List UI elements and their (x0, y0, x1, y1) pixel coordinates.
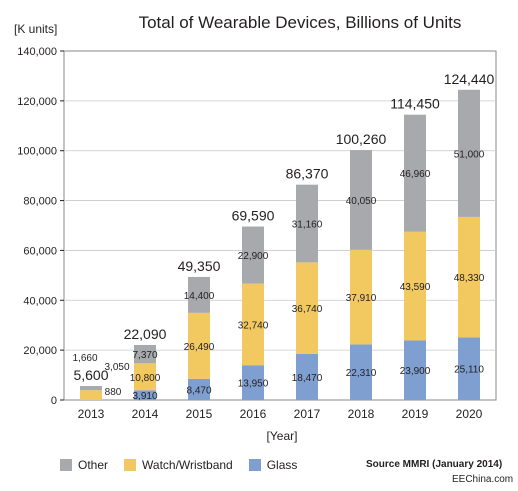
data-label: 14,400 (184, 291, 215, 302)
x-tick-label: 2019 (402, 407, 429, 421)
y-tick-label: 40,000 (23, 295, 57, 307)
bar-watch-wristband-2014 (134, 363, 156, 391)
x-tick-label: 2020 (456, 407, 483, 421)
legend: Other Watch/Wristband Glass (60, 458, 313, 472)
total-label: 69,590 (232, 208, 275, 224)
legend-swatch (248, 459, 261, 471)
legend-item-watch-wristband: Watch/Wristband (124, 458, 233, 472)
data-label: 37,910 (346, 293, 377, 304)
data-label: 880 (105, 387, 122, 398)
bar-watch-wristband-2013 (80, 390, 102, 400)
total-label: 124,440 (444, 71, 495, 87)
x-tick-label: 2014 (132, 407, 159, 421)
bar-watch-wristband-2015 (188, 312, 210, 379)
bar-other-2015 (188, 276, 210, 313)
x-tick-label: 2013 (78, 407, 105, 421)
data-label: 7,370 (132, 350, 157, 361)
bar-other-2020 (458, 89, 480, 217)
bar-other-2019 (404, 114, 426, 232)
data-label: 51,000 (454, 149, 485, 160)
bar-watch-wristband-2020 (458, 216, 480, 338)
data-label: 23,900 (400, 366, 431, 377)
data-label: 26,490 (184, 342, 215, 353)
bar-glass-2014 (134, 390, 156, 400)
data-label: 32,740 (238, 320, 269, 331)
legend-label: Watch/Wristband (142, 458, 233, 472)
bar-glass-2020 (458, 337, 480, 400)
data-label: 8,470 (186, 385, 211, 396)
legend-label: Glass (266, 458, 298, 472)
y-tick-label: 100,000 (17, 146, 57, 158)
plot-frame (63, 50, 497, 401)
watermark: EEChina.com (452, 474, 514, 485)
data-label: 31,160 (292, 220, 323, 231)
legend-item-glass: Glass (248, 458, 298, 472)
bar-other-2016 (242, 226, 264, 284)
data-label: 18,470 (292, 373, 323, 384)
bar-glass-2018 (350, 344, 372, 400)
data-label: 36,740 (292, 304, 323, 315)
x-tick-label: 2016 (240, 407, 267, 421)
data-label: 13,950 (238, 379, 269, 390)
data-label: 48,330 (454, 273, 485, 284)
y-tick-label: 140,000 (17, 46, 57, 58)
source-note: Source MMRI (January 2014) (366, 459, 503, 470)
total-label: 100,260 (336, 131, 387, 147)
total-label: 86,370 (286, 166, 329, 182)
x-tick-label: 2015 (186, 407, 213, 421)
bar-other-2017 (296, 184, 318, 263)
legend-item-other: Other (60, 458, 108, 472)
total-label: 22,090 (124, 326, 167, 342)
bar-other-2013 (80, 386, 102, 391)
x-axis-label: [Year] (267, 429, 298, 443)
y-tick-label: 120,000 (17, 96, 57, 108)
x-tick-label: 2018 (348, 407, 375, 421)
total-label: 5,600 (73, 367, 108, 383)
bar-watch-wristband-2018 (350, 249, 372, 345)
data-label: 46,960 (400, 169, 431, 180)
y-tick-label: 0 (51, 395, 57, 407)
data-label: 10,800 (130, 373, 161, 384)
bar-other-2018 (350, 150, 372, 250)
data-label: 40,050 (346, 196, 377, 207)
bar-watch-wristband-2017 (296, 262, 318, 354)
data-label: 22,310 (346, 368, 377, 379)
y-axis-label: [K units] (14, 22, 57, 36)
legend-label: Other (78, 458, 109, 472)
data-label: 3,910 (132, 391, 157, 402)
total-label: 49,350 (178, 258, 221, 274)
x-tick-label: 2017 (294, 407, 321, 421)
data-label: 1,660 (72, 353, 97, 364)
total-label: 114,450 (390, 96, 440, 112)
bar-glass-2019 (404, 340, 426, 400)
data-label: 3,050 (104, 362, 129, 373)
y-tick-label: 60,000 (23, 245, 57, 257)
data-label: 43,590 (400, 282, 431, 293)
data-label: 22,900 (238, 251, 269, 262)
bar-glass-2016 (242, 365, 264, 400)
y-tick-label: 80,000 (23, 196, 57, 208)
legend-swatch (124, 459, 137, 471)
bar-glass-2017 (296, 353, 318, 400)
bar-watch-wristband-2016 (242, 283, 264, 366)
legend-swatch (60, 459, 72, 471)
bar-glass-2015 (188, 378, 210, 400)
data-label: 25,110 (454, 365, 484, 376)
bar-watch-wristband-2019 (404, 231, 426, 341)
chart-title: Total of Wearable Devices, Billions of U… (139, 13, 462, 32)
y-tick-label: 20,000 (23, 345, 57, 357)
bar-other-2014 (134, 344, 156, 364)
